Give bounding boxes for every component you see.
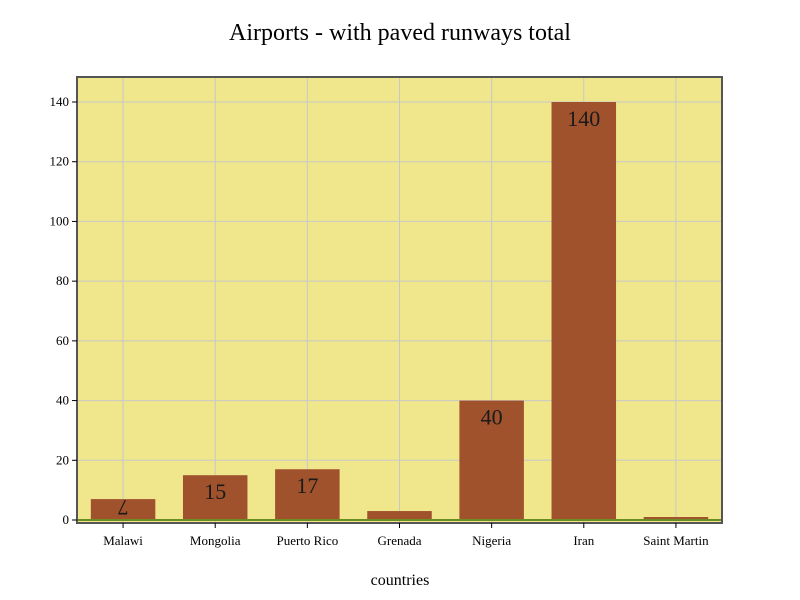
y-tick-label: 0 — [63, 512, 70, 527]
bar — [367, 511, 432, 520]
bar — [643, 517, 709, 520]
x-tick-label: Malawi — [103, 533, 143, 548]
bar — [551, 102, 617, 520]
y-tick-label: 100 — [50, 213, 70, 228]
y-tick-label: 80 — [56, 273, 69, 288]
x-tick-label: Nigeria — [472, 533, 511, 548]
bar-value-label: 7 — [118, 495, 129, 520]
x-tick-label: Mongolia — [190, 533, 241, 548]
bar-value-label: 15 — [204, 479, 226, 504]
y-tick-label: 60 — [56, 333, 69, 348]
y-tick-label: 40 — [56, 393, 69, 408]
x-tick-label: Puerto Rico — [276, 533, 338, 548]
x-tick-label: Iran — [573, 533, 594, 548]
bar-value-label: 140 — [567, 106, 600, 131]
bar-value-label: 17 — [296, 473, 318, 498]
bars: 7 15 17 40 140 — [90, 102, 709, 520]
bar — [275, 469, 340, 520]
y-tick-label: 20 — [56, 452, 69, 467]
x-axis-title: countries — [371, 572, 430, 589]
y-axis-ticks: 0 20 40 60 80 100 120 140 — [50, 94, 77, 527]
gridlines — [77, 77, 722, 523]
bar — [90, 499, 156, 520]
x-tick-label: Saint Martin — [643, 533, 709, 548]
x-tick-label: Grenada — [377, 533, 421, 548]
x-axis-ticks: Malawi Mongolia Puerto Rico Grenada Nigeria I… — [103, 523, 709, 548]
y-tick-label: 140 — [50, 94, 70, 109]
bar — [459, 400, 524, 520]
bar — [182, 475, 248, 520]
y-tick-label: 120 — [50, 154, 70, 169]
bar-value-label: 40 — [481, 405, 503, 430]
chart-title: Airports - with paved runways total — [229, 20, 571, 46]
